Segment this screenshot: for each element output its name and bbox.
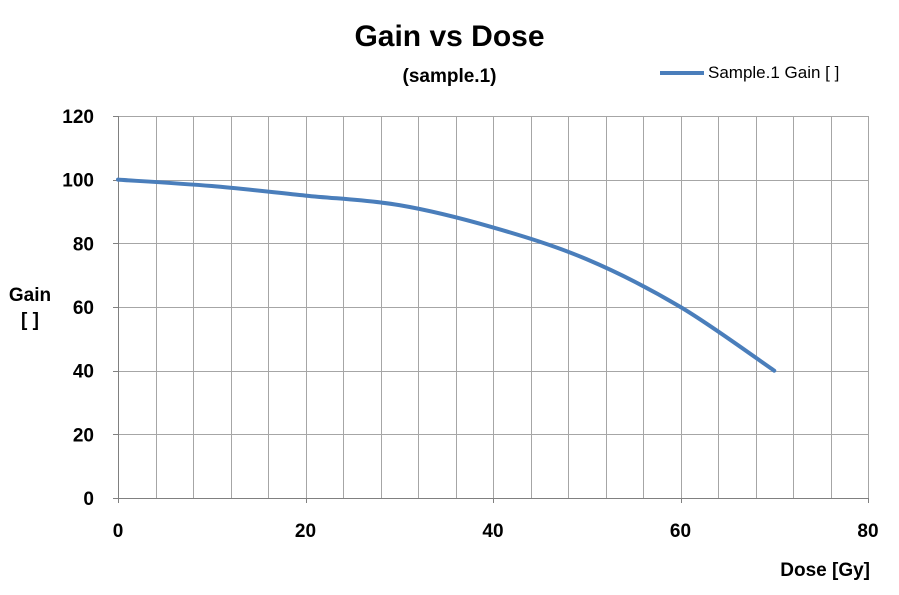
x-tick-label: 80 xyxy=(857,521,878,542)
y-tick-label: 60 xyxy=(73,298,94,319)
legend: Sample.1 Gain [ ] xyxy=(660,62,839,84)
y-tick-label: 100 xyxy=(62,171,94,192)
y-tick-label: 40 xyxy=(73,362,94,383)
y-tick-label: 120 xyxy=(62,107,94,128)
y-tick-label: 0 xyxy=(83,489,94,510)
x-tick-label: 60 xyxy=(670,521,691,542)
y-tick-label: 20 xyxy=(73,425,94,446)
chart-title: Gain vs Dose xyxy=(354,20,545,53)
y-tick-label: 80 xyxy=(73,234,94,255)
x-tick-label: 40 xyxy=(482,521,503,542)
chart-subtitle: (sample.1) xyxy=(402,66,497,87)
legend-label: Sample.1 Gain [ ] xyxy=(708,63,840,82)
series-line xyxy=(116,177,777,373)
y-axis-title-line1: Gain xyxy=(8,285,52,306)
x-axis-title: Dose [Gy] xyxy=(780,560,870,581)
legend-swatch xyxy=(660,71,704,75)
y-axis-title: Gain [ ] xyxy=(2,283,58,333)
x-tick-label: 20 xyxy=(295,521,316,542)
y-axis-title-line2: [ ] xyxy=(21,310,39,331)
x-tick-label: 0 xyxy=(113,521,124,542)
